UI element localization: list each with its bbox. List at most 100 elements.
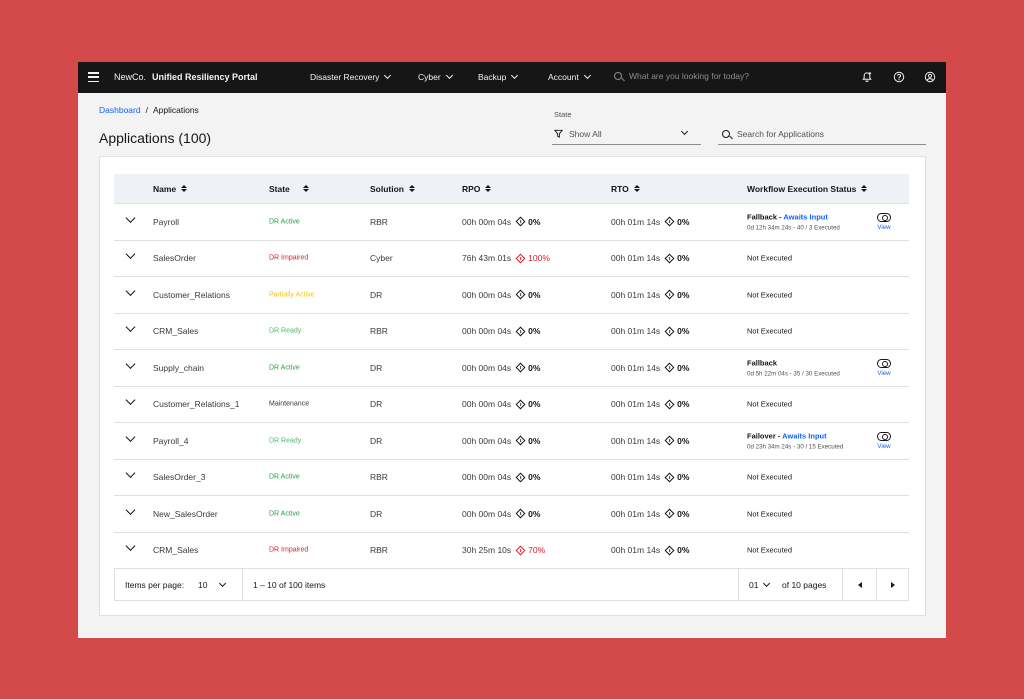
column-header-state[interactable]: State (269, 184, 309, 194)
rto-cell: 00h 01m 14s 0% (611, 436, 689, 446)
help-icon[interactable] (893, 71, 905, 83)
breadcrumb-current: Applications (152, 105, 199, 115)
caret-right-icon (891, 582, 895, 588)
nav-menu-backup[interactable]: Backup (478, 71, 519, 82)
eye-icon (877, 358, 891, 368)
brand[interactable]: NewCo. Unified Resiliency Portal (114, 72, 258, 82)
rpo-cell: 00h 00m 04s 0% (462, 326, 540, 336)
table-row[interactable]: Payroll DR Active RBR 00h 00m 04s 0% 00h… (114, 204, 909, 241)
workflow-status-text: Not Executed (747, 472, 793, 482)
column-header-solution[interactable]: Solution (370, 184, 415, 194)
state-filter-dropdown[interactable]: Show All (552, 123, 701, 145)
rto-diamond-icon (664, 216, 675, 227)
table-row[interactable]: New_SalesOrder DR Active DR 00h 00m 04s … (114, 496, 909, 533)
chevron-down-icon (583, 71, 591, 80)
column-header-rpo[interactable]: RPO (462, 184, 492, 194)
rto-percent: 0% (677, 326, 690, 337)
column-header-label: State (269, 183, 290, 194)
app-solution: RBR (370, 472, 388, 483)
nav-menu-account[interactable]: Account (548, 71, 591, 82)
workflow-execution-detail: 0d 5h 22m 04s - 35 / 30 Executed (747, 370, 840, 378)
nav-menu-cyber[interactable]: Cyber (418, 71, 453, 82)
rpo-value: 00h 00m 04s (462, 289, 512, 300)
rpo-percent: 0% (528, 508, 541, 519)
app-name: CRM_Sales (153, 326, 199, 337)
rto-value: 00h 01m 14s (611, 253, 661, 264)
rto-diamond-icon (664, 545, 675, 556)
table-row[interactable]: SalesOrder_3 DR Active RBR 00h 00m 04s 0… (114, 460, 909, 496)
app-name: CRM_Sales (153, 545, 199, 556)
app-state: DR Active (269, 473, 300, 481)
rto-percent: 0% (677, 435, 690, 446)
view-workflow-button[interactable]: View (877, 358, 891, 377)
expand-row-chevron-icon[interactable] (126, 327, 135, 336)
workflow-awaits-input-link[interactable]: Awaits Input (782, 431, 827, 441)
table-row[interactable]: Customer_Relations_1 Maintenance DR 00h … (114, 387, 909, 423)
table-row[interactable]: Payroll_4 DR Ready DR 00h 00m 04s 0% 00h… (114, 423, 909, 460)
hamburger-menu-icon[interactable] (88, 72, 99, 82)
user-avatar-icon[interactable] (924, 71, 936, 83)
brand-name: NewCo. (114, 72, 147, 82)
divider (242, 569, 243, 601)
notification-icon[interactable] (861, 71, 873, 83)
expand-row-chevron-icon[interactable] (126, 436, 135, 445)
app-name: Payroll (153, 216, 179, 227)
workflow-status-summary: Fallback (747, 358, 777, 367)
expand-row-chevron-icon[interactable] (126, 290, 135, 299)
rpo-diamond-icon (515, 362, 526, 373)
rto-cell: 00h 01m 14s 0% (611, 472, 689, 482)
divider (876, 569, 877, 601)
expand-row-chevron-icon[interactable] (126, 400, 135, 409)
table-row[interactable]: SalesOrder DR Impaired Cyber 76h 43m 01s… (114, 241, 909, 277)
view-workflow-button[interactable]: View (877, 212, 891, 231)
rpo-diamond-icon (515, 472, 526, 483)
rpo-value: 00h 00m 04s (462, 362, 512, 373)
app-state: Maintenance (269, 400, 310, 408)
expand-row-chevron-icon[interactable] (126, 363, 135, 372)
previous-page-button[interactable] (843, 569, 876, 601)
app-state: DR Active (269, 218, 300, 226)
table-row[interactable]: Supply_chain DR Active DR 00h 00m 04s 0%… (114, 350, 909, 387)
items-per-page-select[interactable]: 10 (198, 569, 227, 601)
page-select[interactable]: 01 (749, 569, 771, 601)
rpo-diamond-icon (515, 326, 526, 337)
column-header-rto[interactable]: RTO (611, 184, 640, 194)
column-header-name[interactable]: Name (153, 184, 188, 194)
workflow-status-text: Not Executed (747, 253, 793, 263)
rto-percent: 0% (677, 472, 690, 483)
state-filter-label: State (554, 110, 572, 119)
chevron-down-icon (445, 71, 453, 80)
rto-value: 00h 01m 14s (611, 216, 661, 227)
app-solution: DR (370, 435, 383, 446)
rpo-percent: 0% (528, 362, 541, 373)
table-row[interactable]: CRM_Sales DR Ready RBR 00h 00m 04s 0% 00… (114, 314, 909, 350)
rto-value: 00h 01m 14s (611, 508, 661, 519)
expand-row-chevron-icon[interactable] (126, 546, 135, 555)
view-workflow-button[interactable]: View (877, 431, 891, 450)
expand-row-chevron-icon[interactable] (126, 509, 135, 518)
breadcrumb-dashboard-link[interactable]: Dashboard (99, 105, 141, 115)
table-row[interactable]: CRM_Sales DR Impaired RBR 30h 25m 10s 70… (114, 533, 909, 569)
table-row[interactable]: Customer_Relations Partially Active DR 0… (114, 277, 909, 314)
app-name: Customer_Relations (153, 289, 231, 300)
column-header-workflow-status[interactable]: Workflow Execution Status (747, 184, 868, 194)
state-filter-value: Show All (569, 128, 602, 139)
total-pages-text: of 10 pages (782, 580, 827, 590)
global-search-input[interactable]: What are you looking for today? (614, 71, 749, 81)
app-name: SalesOrder (153, 253, 196, 264)
application-search-input[interactable]: Search for Applications (718, 123, 926, 145)
global-search-placeholder: What are you looking for today? (629, 71, 750, 81)
next-page-button[interactable] (877, 569, 909, 601)
workflow-action: Failover (747, 431, 776, 441)
app-solution: RBR (370, 216, 388, 227)
nav-menu-disaster-recovery[interactable]: Disaster Recovery (310, 71, 392, 82)
expand-row-chevron-icon[interactable] (126, 217, 135, 226)
workflow-status-cell: Not Executed (747, 546, 792, 555)
rto-value: 00h 01m 14s (611, 399, 661, 410)
expand-row-chevron-icon[interactable] (126, 473, 135, 482)
workflow-awaits-input-link[interactable]: Awaits Input (783, 212, 828, 222)
view-label: View (877, 223, 891, 231)
expand-row-chevron-icon[interactable] (126, 254, 135, 263)
divider (738, 569, 739, 601)
table-body: Payroll DR Active RBR 00h 00m 04s 0% 00h… (114, 204, 909, 569)
